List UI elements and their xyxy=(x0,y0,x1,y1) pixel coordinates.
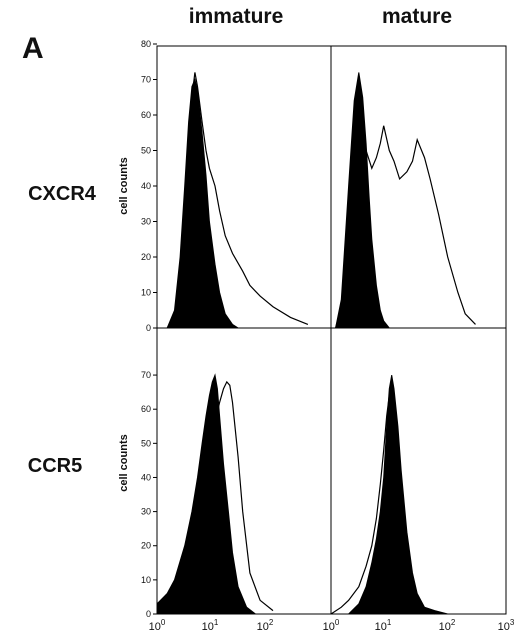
y-tick-label-cxcr4-immature-0: 0 xyxy=(146,323,151,333)
panel-ccr5-immature: 0 10 20 30 40 50 60 70 xyxy=(141,327,332,619)
panel-letter: A xyxy=(22,32,44,65)
x-axis-tick-labels: 100 101 102 100 101 102 103 xyxy=(149,618,515,633)
y-tick-label-ccr5-immature-30: 30 xyxy=(141,507,151,517)
histogram-filled-cxcr4-mature xyxy=(334,72,391,329)
row-label-cxcr4: CXCR4 xyxy=(28,183,97,205)
y-tick-label-cxcr4-immature-70: 70 xyxy=(141,75,151,85)
histogram-filled-ccr5-mature xyxy=(347,375,448,615)
column-title-mature: mature xyxy=(382,5,452,28)
panel-cxcr4-mature xyxy=(330,45,507,329)
histogram-outline-cxcr4-mature xyxy=(335,93,476,329)
x-tick-label-6: 103 xyxy=(498,618,515,633)
y-tick-label-cxcr4-immature-50: 50 xyxy=(141,146,151,156)
x-tick-label-1: 101 xyxy=(202,618,219,633)
y-tick-label-ccr5-immature-50: 50 xyxy=(141,438,151,448)
histogram-filled-cxcr4-immature xyxy=(166,77,240,329)
panel-ccr5-mature xyxy=(330,327,507,615)
panel-cxcr4-immature: 0 10 20 30 40 50 60 70 80 xyxy=(141,39,332,333)
x-tick-label-0: 100 xyxy=(149,618,166,633)
x-tick-label-3: 100 xyxy=(323,618,340,633)
y-tick-label-ccr5-immature-0: 0 xyxy=(146,609,151,619)
ylabel-top: cell counts xyxy=(118,157,130,214)
ylabel-bottom: cell counts xyxy=(118,434,130,491)
column-title-immature: immature xyxy=(189,5,284,28)
histogram-outline-cxcr4-immature xyxy=(166,72,309,329)
y-tick-label-cxcr4-immature-40: 40 xyxy=(141,181,151,191)
y-tick-label-ccr5-immature-60: 60 xyxy=(141,404,151,414)
y-tick-label-ccr5-immature-70: 70 xyxy=(141,370,151,380)
y-tick-label-ccr5-immature-10: 10 xyxy=(141,575,151,585)
y-tick-label-cxcr4-immature-80: 80 xyxy=(141,39,151,49)
panel-frame-ccr5-mature xyxy=(330,327,507,615)
y-tick-label-ccr5-immature-40: 40 xyxy=(141,472,151,482)
x-tick-label-5: 102 xyxy=(439,618,456,633)
x-tick-label-2: 102 xyxy=(257,618,274,633)
y-tick-label-cxcr4-immature-30: 30 xyxy=(141,217,151,227)
x-tick-label-4: 101 xyxy=(375,618,392,633)
histogram-outline-ccr5-immature xyxy=(156,380,274,612)
histogram-outline-ccr5-mature xyxy=(330,385,435,615)
histogram-filled-ccr5-immature xyxy=(156,373,257,615)
row-label-ccr5: CCR5 xyxy=(28,455,82,477)
y-tick-label-ccr5-immature-20: 20 xyxy=(141,541,151,551)
y-tick-label-cxcr4-immature-20: 20 xyxy=(141,252,151,262)
y-tick-label-cxcr4-immature-60: 60 xyxy=(141,110,151,120)
y-tick-label-cxcr4-immature-10: 10 xyxy=(141,288,151,298)
figure-labels: A immature mature CXCR4 CCR5 cell counts… xyxy=(22,5,452,492)
